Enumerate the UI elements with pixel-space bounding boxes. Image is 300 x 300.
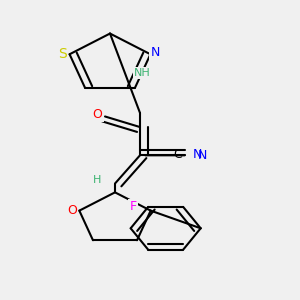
- Text: C: C: [173, 148, 182, 161]
- Text: H: H: [93, 175, 102, 185]
- Text: O: O: [93, 108, 102, 121]
- Text: NH: NH: [134, 68, 151, 78]
- Text: N: N: [151, 46, 160, 59]
- Text: F: F: [130, 200, 137, 213]
- Text: N: N: [193, 148, 202, 161]
- Text: S: S: [58, 47, 67, 61]
- Text: O: O: [67, 204, 77, 217]
- Text: N: N: [198, 149, 207, 162]
